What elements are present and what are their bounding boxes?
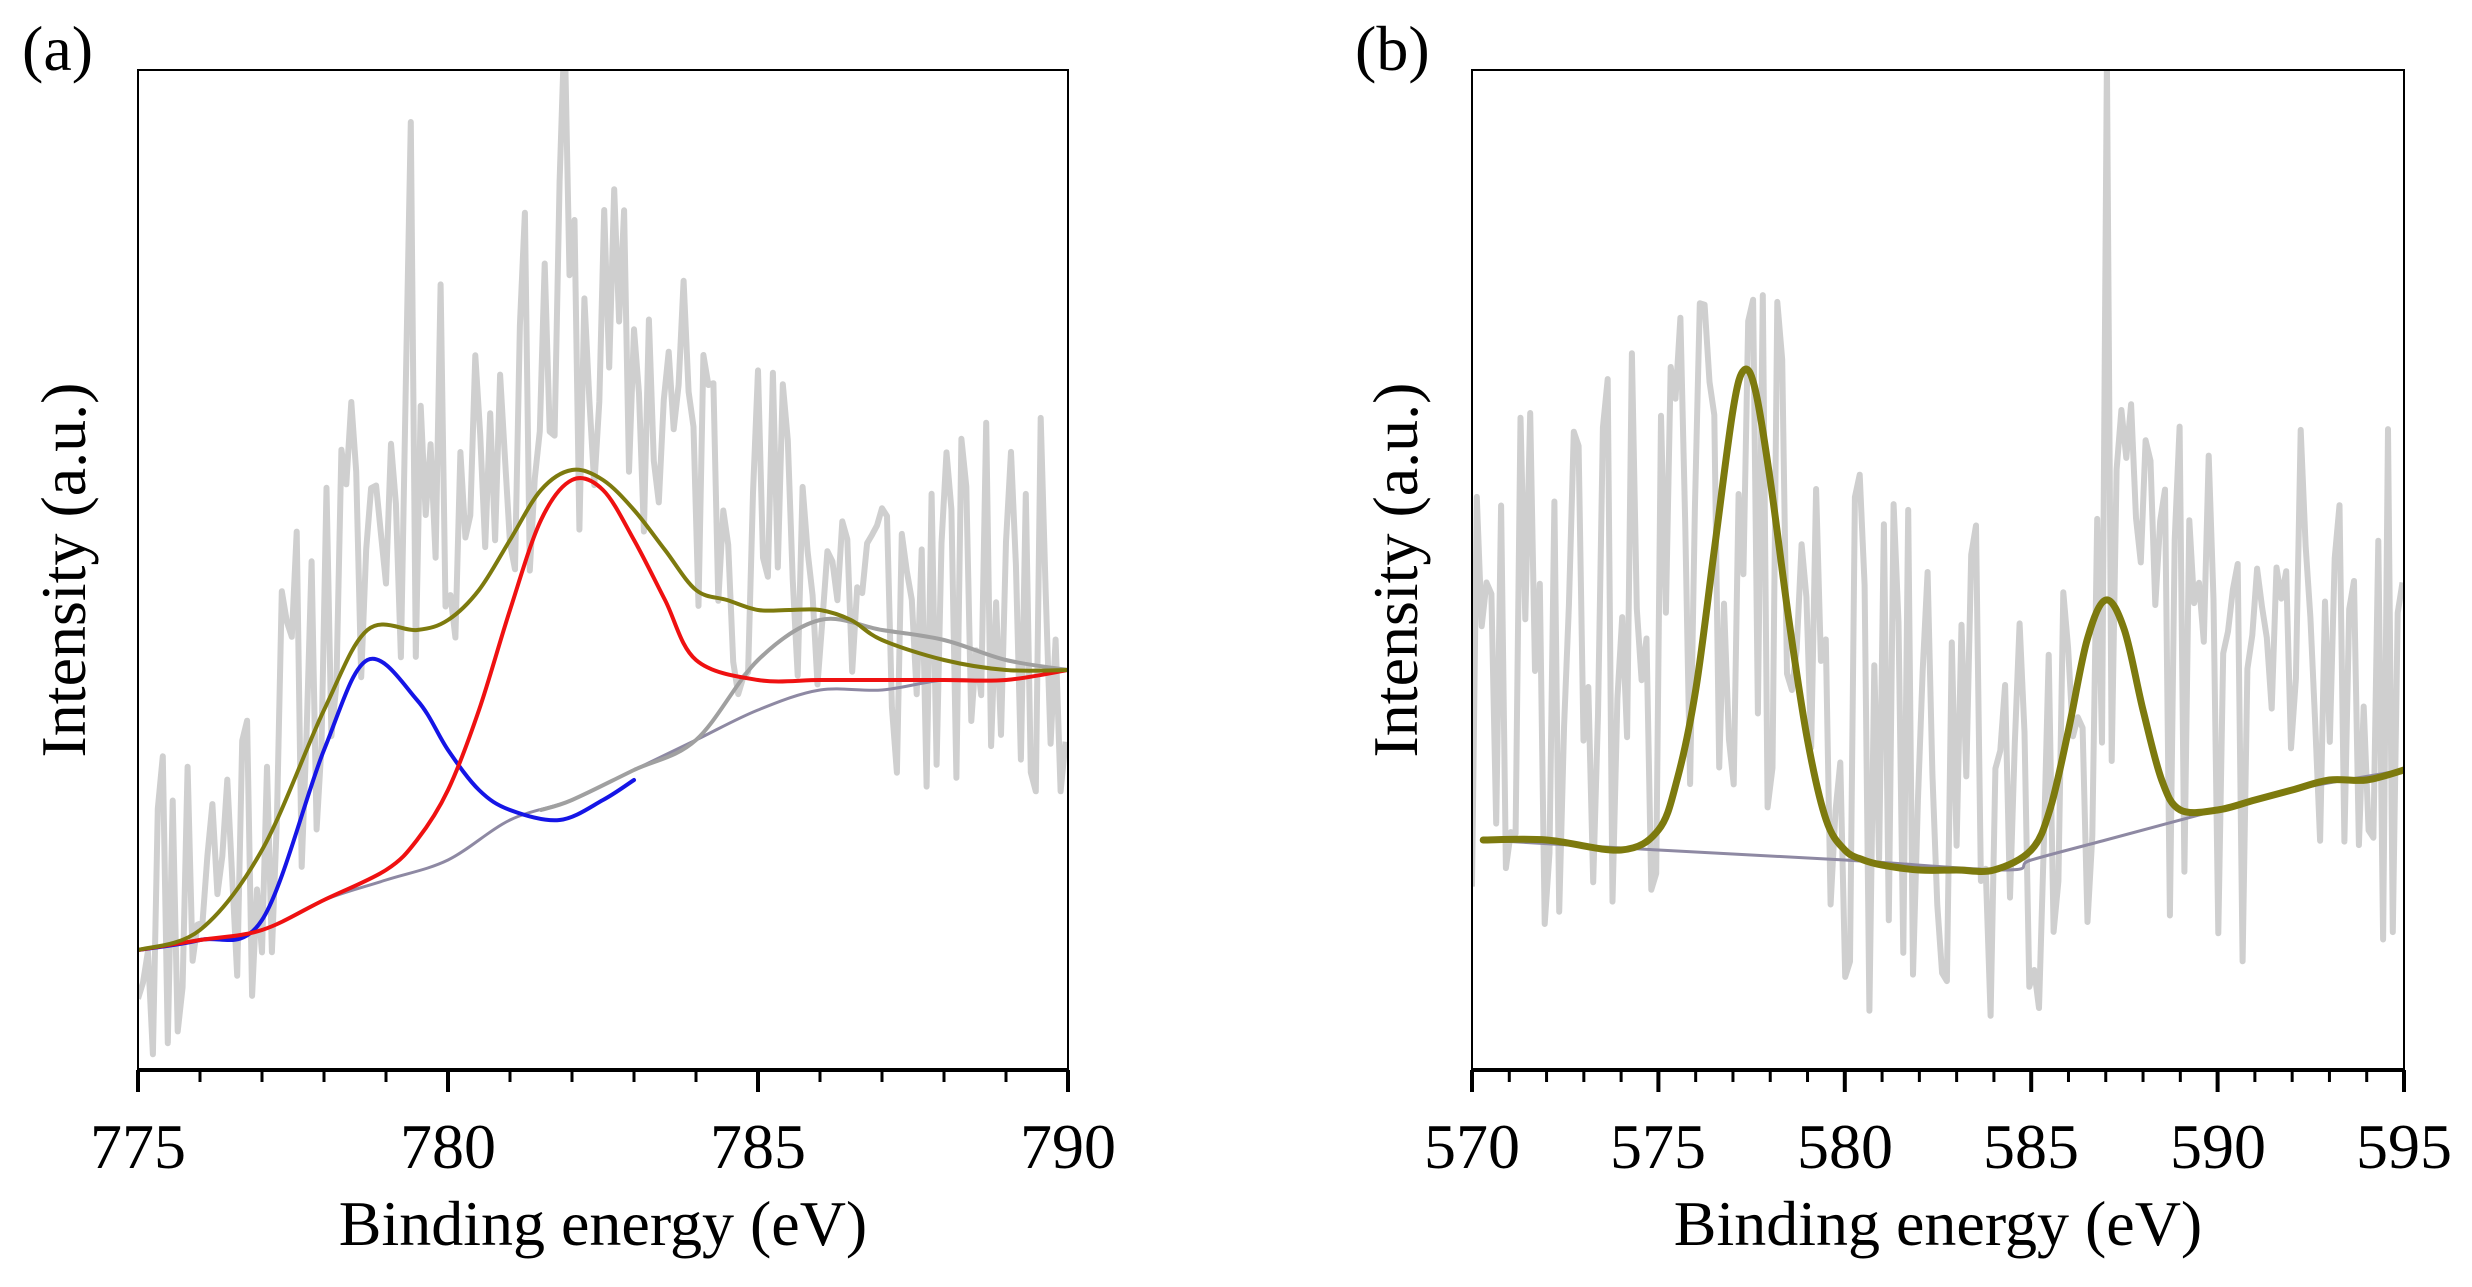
panel-0-series-peak-3: [138, 476, 1068, 952]
panel-a: (a) Intensity (a.u.) Binding energy (eV)…: [22, 13, 1116, 1259]
panel-a-x-tick-label: 785: [710, 1111, 806, 1182]
panel-1-series-raw-data: [1472, 70, 2404, 1019]
panel-b-y-axis-label: Intensity (a.u.): [1360, 383, 1431, 758]
panel-a-x-tick-label: 780: [400, 1111, 496, 1182]
panel-b-x-tick-label: 570: [1424, 1111, 1520, 1182]
panel-b-x-tick-labels: 570 575 580 585 590 595: [1424, 1111, 2452, 1182]
panel-0-series-peak-2: [138, 656, 636, 952]
panel-a-x-tick-label: 775: [90, 1111, 186, 1182]
panel-a-label: (a): [22, 13, 93, 84]
panel-b-plot-area: [1472, 70, 2404, 1019]
panel-b-x-tick-label: 585: [1983, 1111, 2079, 1182]
panel-b-x-tick-label: 595: [2356, 1111, 2452, 1182]
panel-b-x-tick-label: 590: [2170, 1111, 2266, 1182]
panel-b-label: (b): [1355, 13, 1430, 84]
panel-b-x-tick-label: 580: [1797, 1111, 1893, 1182]
panel-1-series-background: [1481, 768, 2404, 872]
panel-a-y-axis-label: Intensity (a.u.): [28, 383, 99, 758]
panel-0-series-envelope: [138, 467, 1068, 952]
panel-0-series-peak-1: [539, 616, 1068, 812]
panel-a-axes: [136, 69, 1070, 1092]
panel-b-axes: [1470, 69, 2406, 1092]
panel-b: (b) Intensity (a.u.) Binding energy (eV)…: [1355, 13, 2452, 1259]
panel-a-x-tick-label: 790: [1020, 1111, 1116, 1182]
panel-0-series-raw-data: [138, 70, 1068, 1058]
panel-a-plot-area: [138, 70, 1068, 1058]
panel-a-x-axis-label: Binding energy (eV): [339, 1188, 867, 1259]
panel-1-series-fit: [1479, 365, 2404, 875]
panel-a-x-tick-labels: 775 780 785 790: [90, 1111, 1116, 1182]
panel-b-x-tick-label: 575: [1610, 1111, 1706, 1182]
panel-b-x-axis-label: Binding energy (eV): [1674, 1188, 2202, 1259]
